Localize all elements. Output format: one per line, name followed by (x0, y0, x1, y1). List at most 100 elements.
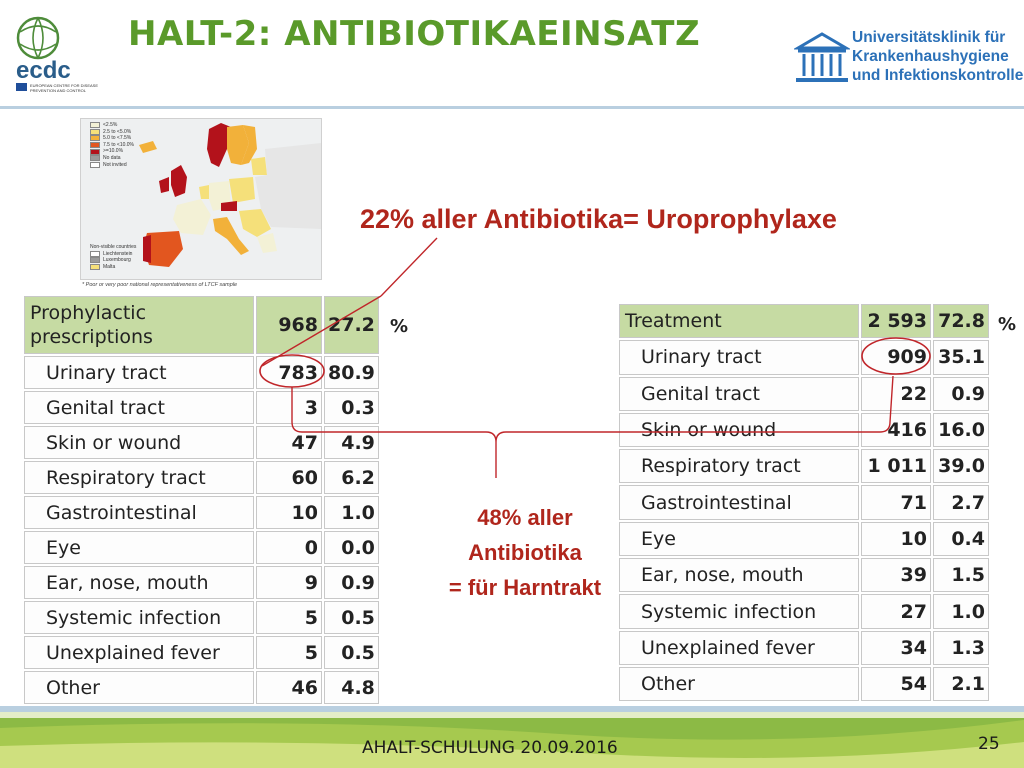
row-label: Eye (617, 519, 861, 559)
legend-swatch (90, 250, 100, 257)
slide-title: HALT-2: ANTIBIOTIKAEINSATZ (128, 14, 701, 54)
row-count: 34 (859, 628, 933, 667)
row-count: 10 (859, 519, 933, 559)
header-count: 2 593 (859, 301, 933, 341)
map-legend-non-visible: Non-visible countries Liechtenstein Luxe… (90, 244, 136, 271)
row-label: Ear, nose, mouth (617, 556, 861, 595)
table-row: Unexplained fever 34 1.3 (617, 628, 991, 667)
row-count: 27 (859, 592, 933, 631)
header-percent: 27.2 (322, 294, 381, 356)
row-percent: 0.4 (931, 519, 991, 559)
row-percent: 2.1 (931, 664, 991, 704)
header-label: Prophylactic prescriptions (22, 294, 256, 356)
institution-name: Universitätsklinik für Krankenhaushygien… (852, 28, 1023, 85)
row-count: 416 (859, 410, 933, 450)
row-label: Systemic infection (22, 599, 256, 636)
table-row: Gastrointestinal 71 2.7 (617, 483, 991, 522)
legend-item: No data (90, 155, 134, 162)
table-row: Ear, nose, mouth 39 1.5 (617, 556, 991, 595)
university-building-icon (794, 32, 850, 82)
legend-item: Malta (90, 264, 136, 271)
row-count: 783 (254, 354, 324, 391)
row-label: Genital tract (617, 374, 861, 413)
legend-swatch (90, 128, 100, 135)
percent-symbol: % (998, 314, 1017, 335)
table-row: Respiratory tract 60 6.2 (22, 459, 381, 496)
page-number: 25 (978, 734, 1000, 754)
svg-text:EUROPEAN CENTRE FOR DISEASE: EUROPEAN CENTRE FOR DISEASE (30, 83, 98, 88)
svg-text:PREVENTION AND CONTROL: PREVENTION AND CONTROL (30, 88, 87, 93)
institution-line: Universitätsklinik für (852, 29, 1006, 46)
row-count: 22 (859, 374, 933, 413)
row-count: 39 (859, 556, 933, 595)
row-percent: 0.5 (322, 599, 381, 636)
row-label: Respiratory tract (617, 447, 861, 486)
row-label: Genital tract (22, 389, 256, 426)
legend-item: 7.5 to <10.0% (90, 142, 134, 149)
row-count: 1 011 (859, 447, 933, 486)
row-percent: 6.2 (322, 459, 381, 496)
row-percent: 80.9 (322, 354, 381, 391)
row-percent: 1.0 (931, 592, 991, 631)
legend-swatch (90, 155, 100, 162)
table-row: Urinary tract 783 80.9 (22, 354, 381, 391)
row-percent: 0.9 (931, 374, 991, 413)
table-row: Other 54 2.1 (617, 664, 991, 704)
table-row: Genital tract 3 0.3 (22, 389, 381, 426)
table-row: Eye 10 0.4 (617, 519, 991, 559)
legend-item: <2.5% (90, 122, 134, 129)
row-label: Systemic infection (617, 592, 861, 631)
row-label: Eye (22, 529, 256, 566)
footer-band (0, 706, 1024, 768)
annotation-urinary-share: 48% aller Antibiotika = für Harntrakt (448, 505, 602, 600)
legend-item: 2.5 to <5.0% (90, 129, 134, 136)
row-count: 10 (254, 494, 324, 531)
percent-symbol: % (390, 316, 409, 337)
row-label: Skin or wound (22, 424, 256, 461)
row-label: Respiratory tract (22, 459, 256, 496)
footer-text: AHALT-SCHULUNG 20.09.2016 (362, 738, 618, 758)
header-divider (0, 106, 1024, 109)
row-count: 54 (859, 664, 933, 704)
row-label: Unexplained fever (22, 634, 256, 671)
row-percent: 0.9 (322, 564, 381, 601)
header-label: Treatment (617, 301, 861, 341)
legend-swatch (90, 161, 100, 168)
row-label: Other (22, 669, 256, 706)
institution-line: Krankenhaushygiene (852, 48, 1009, 65)
row-percent: 0.3 (322, 389, 381, 426)
annotation-uroprophylaxe: 22% aller Antibiotika= Uroprophylaxe (360, 204, 837, 234)
institution-line: und Infektionskontrolle (852, 67, 1024, 84)
legend-item: Liechtenstein (90, 251, 136, 258)
row-label: Gastrointestinal (617, 483, 861, 522)
europe-map-graphic (139, 123, 321, 267)
row-percent: 35.1 (931, 338, 991, 377)
pointer-line (380, 237, 438, 297)
row-count: 0 (254, 529, 324, 566)
row-count: 5 (254, 599, 324, 636)
row-count: 47 (254, 424, 324, 461)
row-count: 46 (254, 669, 324, 706)
prophylactic-table: Prophylactic prescriptions 968 27.2 Urin… (22, 294, 381, 706)
table-row: Urinary tract 909 35.1 (617, 338, 991, 377)
table-row: Skin or wound 416 16.0 (617, 410, 991, 450)
table-row: Skin or wound 47 4.9 (22, 424, 381, 461)
table-row: Systemic infection 5 0.5 (22, 599, 381, 636)
row-percent: 39.0 (931, 447, 991, 486)
table-row: Respiratory tract 1 011 39.0 (617, 447, 991, 486)
row-percent: 1.5 (931, 556, 991, 595)
row-label: Skin or wound (617, 410, 861, 450)
ecdc-logo: ecdc EUROPEAN CENTRE FOR DISEASE PREVENT… (16, 16, 98, 93)
legend-item: Not invited (90, 162, 134, 169)
table-row: Ear, nose, mouth 9 0.9 (22, 564, 381, 601)
row-percent: 16.0 (931, 410, 991, 450)
row-count: 5 (254, 634, 324, 671)
legend-swatch (90, 142, 100, 149)
legend-item: 5.0 to <7.5% (90, 135, 134, 142)
legend-item: Luxembourg (90, 257, 136, 264)
treatment-table: Treatment 2 593 72.8 Urinary tract 909 35.… (617, 301, 991, 704)
legend-swatch (90, 257, 100, 264)
row-label: Urinary tract (22, 354, 256, 391)
header-count: 968 (254, 294, 324, 356)
row-label: Unexplained fever (617, 628, 861, 667)
